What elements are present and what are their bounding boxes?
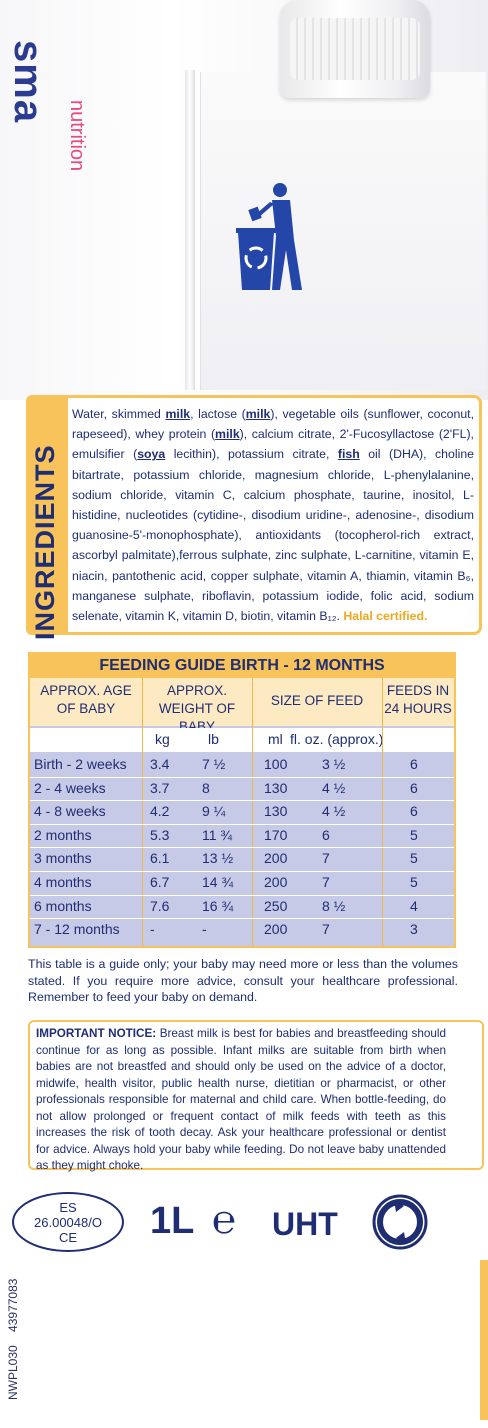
cell-feeds: 3 [410, 921, 418, 938]
cap-ridges [290, 18, 420, 80]
cell-feeds: 5 [410, 850, 418, 867]
col-divider [252, 678, 253, 946]
col-divider [142, 678, 143, 946]
cell-feeds: 6 [410, 779, 418, 796]
header-feeds: FEEDS IN 24 HOURS [384, 683, 452, 716]
cell-ml: 250 [264, 897, 288, 914]
brand-name: sma [6, 40, 50, 124]
ingredients-title: INGREDIENTS [30, 444, 60, 640]
cell-feeds: 4 [410, 897, 418, 914]
cell-age: 2 - 4 weeks [34, 779, 106, 796]
cell-oz: 6 [322, 826, 330, 843]
ingredients-tab [26, 395, 68, 635]
tidyman-bin-icon [236, 183, 302, 290]
table-row: 2 months 5.3 11 ¾ 170 6 5 [30, 824, 454, 848]
brand-sub: nutrition [66, 100, 88, 172]
cell-lb: 9 ¼ [202, 803, 226, 820]
cell-kg: 6.1 [150, 850, 170, 867]
cell-lb: 11 ¾ [202, 826, 233, 843]
table-row: 6 months 7.6 16 ¾ 250 8 ½ 4 [30, 895, 454, 919]
important-notice: IMPORTANT NOTICE: Breast milk is best fo… [36, 1027, 446, 1172]
cell-oz: 7 [322, 874, 330, 890]
unit-ml: ml [268, 731, 283, 747]
units-row [30, 728, 454, 752]
feeding-note: This table is a guide only; your baby ma… [28, 957, 458, 1004]
row-divider [30, 800, 454, 802]
row-divider [30, 871, 454, 872]
cell-kg: 3.7 [150, 779, 170, 796]
table-row: 3 months 6.1 13 ½ 200 7 5 [30, 847, 454, 871]
volume: 1L [150, 1200, 195, 1242]
batch-codes: NWPL030 43977083 [6, 1278, 20, 1400]
carton-seam [185, 70, 195, 390]
feeding-table-header [30, 678, 454, 726]
feeding-table-title: FEEDING GUIDE BIRTH - 12 MONTHS [30, 654, 454, 678]
row-divider [30, 776, 454, 778]
cell-feeds: 5 [410, 826, 418, 843]
cell-kg: - [150, 921, 155, 938]
cell-lb: 13 ½ [202, 850, 234, 867]
cell-lb: 16 ¾ [202, 897, 234, 914]
cell-kg: 5.3 [150, 826, 170, 843]
carton-edge [480, 1260, 488, 1420]
cell-age: 4 - 8 weeks [34, 803, 106, 820]
cell-age: 2 months [34, 826, 92, 843]
header-age: APPROX. AGE OF BABY [40, 683, 132, 716]
ingredients-box [26, 395, 482, 635]
unit-kg: kg [155, 731, 170, 747]
unit-lb: lb [208, 731, 219, 747]
cell-kg: 4.2 [150, 803, 170, 820]
halal-label: Halal certified. [343, 609, 428, 624]
cell-ml: 100 [264, 756, 288, 772]
table-row: 4 months 6.7 14 ¾ 200 7 5 [30, 871, 454, 895]
cell-ml: 200 [264, 921, 288, 938]
cell-oz: 7 [322, 850, 330, 867]
table-row: 4 - 8 weeks 4.2 9 ¼ 130 4 ½ 6 [30, 800, 454, 824]
cell-kg: 3.4 [150, 756, 170, 772]
important-notice-box [28, 1020, 484, 1170]
cell-feeds: 6 [410, 756, 418, 772]
es-health-mark: ES 26.00048/O CE [12, 1192, 124, 1252]
cell-lb: 8 [202, 779, 210, 796]
col-divider [382, 678, 383, 946]
cell-lb: - [202, 921, 207, 938]
cell-oz: 7 [322, 921, 330, 938]
cell-ml: 130 [264, 779, 288, 796]
cell-ml: 200 [264, 874, 288, 890]
uht-label: UHT [272, 1206, 338, 1242]
estimated-sign: ℮ [212, 1198, 237, 1242]
row-divider [30, 894, 454, 896]
cell-feeds: 5 [410, 874, 418, 890]
cell-kg: 6.7 [150, 874, 170, 890]
cell-feeds: 6 [410, 803, 418, 820]
table-row: 2 - 4 weeks 3.7 8 130 4 ½ 6 [30, 777, 454, 801]
cell-ml: 170 [264, 826, 288, 843]
cell-oz: 4 ½ [322, 779, 346, 796]
cell-age: Birth - 2 weeks [34, 756, 127, 772]
cell-ml: 130 [264, 803, 288, 820]
cell-oz: 4 ½ [322, 803, 346, 820]
unit-floz: fl. oz. (approx.) [290, 731, 384, 747]
cell-age: 7 - 12 months [34, 921, 120, 938]
header-size: SIZE OF FEED [270, 693, 364, 708]
cell-ml: 200 [264, 850, 288, 867]
cell-lb: 7 ½ [202, 756, 226, 772]
table-row: Birth - 2 weeks 3.4 7 ½ 100 3 ½ 6 [30, 753, 454, 777]
brand-logo: sma nutrition [6, 40, 88, 210]
row-divider [30, 918, 454, 920]
cell-oz: 8 ½ [322, 897, 346, 914]
cell-age: 3 months [34, 850, 92, 867]
cell-lb: 14 ¾ [202, 874, 234, 890]
row-divider [30, 823, 454, 825]
ingredients-text: Water, skimmed milk, lactose (milk), veg… [72, 407, 474, 624]
cell-kg: 7.6 [150, 897, 170, 914]
green-dot-icon [372, 1194, 428, 1250]
cell-oz: 3 ½ [322, 756, 346, 772]
cell-age: 6 months [34, 897, 92, 914]
row-divider [30, 847, 454, 849]
table-row: 7 - 12 months - - 200 7 3 [30, 918, 454, 942]
cell-age: 4 months [34, 874, 92, 890]
